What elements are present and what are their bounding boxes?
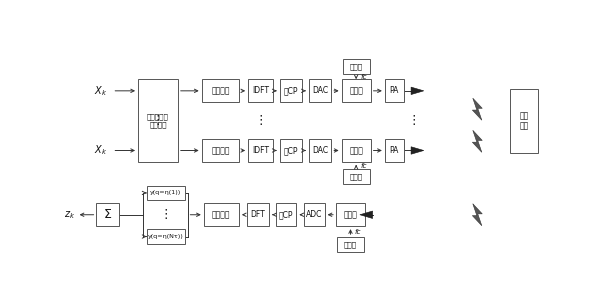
Polygon shape [411, 147, 424, 154]
Text: Σ: Σ [104, 208, 112, 221]
Text: PA: PA [390, 146, 399, 155]
Text: ⋮: ⋮ [254, 114, 267, 127]
FancyBboxPatch shape [342, 170, 370, 184]
FancyBboxPatch shape [342, 139, 371, 162]
Text: 能量检测: 能量检测 [212, 210, 231, 219]
Text: $X_k$: $X_k$ [93, 144, 107, 157]
Text: IDFT: IDFT [252, 146, 269, 155]
Text: DAC: DAC [312, 86, 328, 95]
Text: 相位对齐: 相位对齐 [211, 86, 230, 95]
Text: y(q=η(Nτ)): y(q=η(Nτ)) [148, 234, 184, 239]
Polygon shape [472, 98, 482, 120]
Text: 下变频: 下变频 [344, 210, 358, 219]
Text: $X_k$: $X_k$ [93, 84, 107, 98]
Text: 加CP: 加CP [284, 86, 298, 95]
Text: 随机子载波
选择模块: 随机子载波 选择模块 [147, 114, 169, 128]
Text: y(q=η(1)): y(q=η(1)) [150, 190, 182, 195]
Text: fc: fc [361, 74, 367, 80]
FancyBboxPatch shape [342, 79, 371, 102]
FancyBboxPatch shape [279, 139, 302, 162]
FancyBboxPatch shape [279, 79, 302, 102]
Text: fc: fc [355, 229, 361, 235]
Polygon shape [360, 211, 373, 218]
FancyBboxPatch shape [138, 79, 178, 162]
Text: DFT: DFT [251, 210, 265, 219]
FancyBboxPatch shape [510, 89, 538, 153]
Text: 加CP: 加CP [284, 146, 298, 155]
FancyBboxPatch shape [202, 79, 239, 102]
FancyBboxPatch shape [336, 203, 365, 226]
FancyBboxPatch shape [147, 229, 185, 244]
Text: ⋮: ⋮ [407, 114, 420, 127]
FancyBboxPatch shape [96, 203, 119, 226]
Text: fc: fc [361, 163, 367, 169]
FancyBboxPatch shape [248, 139, 273, 162]
Text: PA: PA [390, 86, 399, 95]
FancyBboxPatch shape [204, 203, 239, 226]
Text: 振荡器: 振荡器 [350, 173, 363, 180]
Text: 去CP: 去CP [279, 210, 293, 219]
Text: 振荡器: 振荡器 [344, 241, 357, 248]
FancyBboxPatch shape [385, 79, 404, 102]
Text: DAC: DAC [312, 146, 328, 155]
Text: 上变频: 上变频 [349, 146, 363, 155]
FancyBboxPatch shape [247, 203, 269, 226]
Polygon shape [411, 87, 424, 94]
FancyBboxPatch shape [202, 139, 239, 162]
Polygon shape [472, 130, 482, 152]
FancyBboxPatch shape [304, 203, 325, 226]
Text: 上变频: 上变频 [349, 86, 363, 95]
Text: 无线
信道: 无线 信道 [519, 111, 529, 130]
FancyBboxPatch shape [276, 203, 296, 226]
Text: ADC: ADC [306, 210, 322, 219]
FancyBboxPatch shape [385, 139, 404, 162]
Text: 相位对齐: 相位对齐 [211, 146, 230, 155]
FancyBboxPatch shape [342, 59, 370, 74]
FancyBboxPatch shape [308, 139, 331, 162]
FancyBboxPatch shape [248, 79, 273, 102]
FancyBboxPatch shape [147, 186, 185, 200]
Text: 振荡器: 振荡器 [350, 63, 363, 70]
Text: $z_k$: $z_k$ [64, 209, 75, 221]
Polygon shape [472, 204, 482, 226]
Text: ⋮: ⋮ [159, 208, 172, 221]
Text: ⋮: ⋮ [152, 114, 164, 127]
Text: IDFT: IDFT [252, 86, 269, 95]
FancyBboxPatch shape [308, 79, 331, 102]
FancyBboxPatch shape [337, 237, 364, 252]
